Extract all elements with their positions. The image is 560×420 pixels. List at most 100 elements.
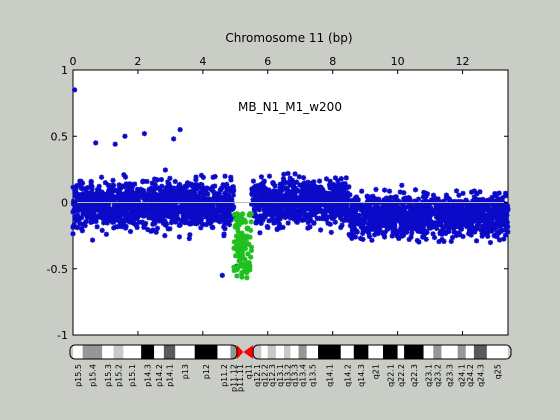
data-point xyxy=(214,195,220,201)
data-point xyxy=(289,182,295,188)
data-point xyxy=(434,225,440,231)
data-point xyxy=(164,209,170,215)
data-point xyxy=(254,218,260,224)
deleted-point xyxy=(239,230,245,236)
data-point xyxy=(377,227,383,233)
data-point xyxy=(412,198,419,205)
data-point xyxy=(307,224,313,230)
data-point xyxy=(224,210,230,217)
ideogram-band xyxy=(154,345,164,359)
data-point xyxy=(457,231,463,238)
data-point xyxy=(147,194,153,201)
data-point xyxy=(444,193,450,200)
data-point xyxy=(462,206,468,212)
data-point xyxy=(362,206,368,212)
data-point xyxy=(277,181,283,187)
data-point xyxy=(489,196,495,202)
data-point xyxy=(121,172,127,178)
data-point xyxy=(213,213,219,220)
data-point xyxy=(418,209,424,215)
data-point xyxy=(129,205,135,211)
data-point xyxy=(381,232,387,238)
data-point xyxy=(397,217,403,224)
sample-annotation: MB_N1_M1_w200 xyxy=(238,100,342,114)
data-point xyxy=(88,194,94,201)
band-label: q21 xyxy=(372,364,381,379)
data-point xyxy=(160,193,167,199)
data-point xyxy=(502,201,508,207)
ideogram-band xyxy=(486,345,508,359)
y-tick-label: 0.5 xyxy=(51,130,69,143)
data-point xyxy=(211,212,217,218)
data-point xyxy=(143,206,150,212)
band-label: q12.3 xyxy=(268,364,277,387)
data-point xyxy=(423,236,429,242)
data-point xyxy=(372,221,379,227)
data-point xyxy=(445,207,451,213)
data-point xyxy=(223,197,229,203)
deleted-point xyxy=(238,214,245,220)
data-point xyxy=(416,239,422,245)
data-point xyxy=(338,210,345,216)
x-tick-label: 4 xyxy=(199,55,206,68)
data-point xyxy=(374,228,380,234)
y-tick-label: 1 xyxy=(61,64,68,77)
data-point xyxy=(370,193,376,199)
data-point xyxy=(178,203,185,209)
data-point xyxy=(177,189,183,196)
data-point xyxy=(169,213,175,219)
data-point xyxy=(363,228,369,234)
data-point xyxy=(72,208,78,214)
scatter-points xyxy=(70,87,511,281)
outlier-point xyxy=(72,87,78,93)
data-point xyxy=(351,213,357,220)
data-point xyxy=(412,187,419,193)
data-point xyxy=(228,174,234,180)
data-point xyxy=(345,217,351,223)
data-point xyxy=(141,213,147,219)
data-point xyxy=(297,182,303,188)
data-point xyxy=(339,222,345,228)
data-point xyxy=(316,178,323,184)
data-point xyxy=(430,192,437,198)
deleted-point xyxy=(231,267,237,274)
data-point xyxy=(499,222,505,228)
data-point xyxy=(158,205,164,211)
data-point xyxy=(485,229,491,236)
deleted-point xyxy=(232,253,239,259)
ideogram-band xyxy=(473,345,487,359)
data-point xyxy=(189,182,195,188)
data-point xyxy=(330,213,336,219)
data-point xyxy=(229,200,235,206)
data-point xyxy=(130,197,136,203)
data-point xyxy=(172,189,179,195)
data-point xyxy=(266,218,272,224)
data-point xyxy=(341,189,348,196)
data-point xyxy=(96,187,102,193)
data-point xyxy=(132,181,138,187)
data-point xyxy=(433,197,439,204)
data-point xyxy=(418,224,424,230)
band-label: q13.4 xyxy=(299,364,308,387)
data-point xyxy=(327,221,333,227)
data-point xyxy=(160,197,167,203)
data-point xyxy=(119,183,125,189)
data-point xyxy=(116,186,122,192)
data-point xyxy=(485,213,491,220)
data-point xyxy=(337,192,344,198)
data-point xyxy=(265,189,271,195)
data-point xyxy=(111,212,118,218)
ideogram-band xyxy=(441,345,458,359)
data-point xyxy=(496,221,502,227)
data-point xyxy=(262,202,268,208)
data-point xyxy=(165,183,171,190)
data-point xyxy=(361,211,367,217)
data-point xyxy=(259,181,265,187)
deleted-point xyxy=(233,233,240,239)
data-point xyxy=(78,180,84,187)
ideogram-band xyxy=(230,345,237,359)
data-point xyxy=(363,203,369,209)
band-label: q11 xyxy=(244,364,253,379)
data-point xyxy=(287,215,294,221)
data-point xyxy=(474,196,480,202)
